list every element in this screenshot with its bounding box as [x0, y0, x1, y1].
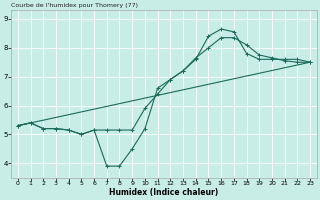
X-axis label: Humidex (Indice chaleur): Humidex (Indice chaleur)	[109, 188, 219, 197]
Text: Courbe de l'humidex pour Thomery (77): Courbe de l'humidex pour Thomery (77)	[12, 3, 139, 8]
